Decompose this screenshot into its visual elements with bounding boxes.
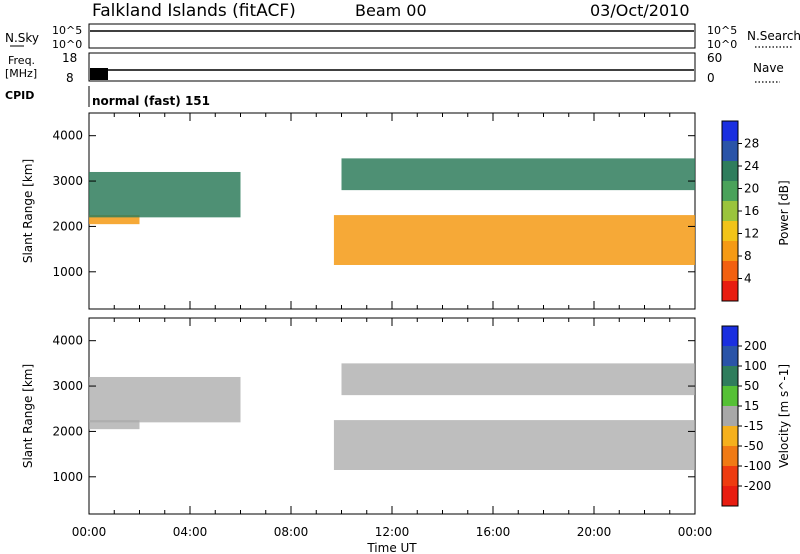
power-colorbar: 28 24 20 16 12 8 4 — [721, 120, 759, 302]
x-tick-label: 00:00 — [72, 525, 107, 539]
colorbar-swatch — [722, 121, 738, 142]
colorbar-swatch — [722, 241, 738, 262]
colorbar-tick-label: 12 — [744, 227, 759, 241]
station-title: Falkland Islands (fitACF) — [92, 1, 296, 21]
y-tick-label: 1000 — [52, 265, 83, 279]
colorbar-swatch — [722, 281, 738, 302]
colorbar-tick-label: 16 — [744, 204, 759, 218]
colorbar-tick-label: 15 — [744, 399, 759, 413]
x-tick-label: 00:00 — [678, 525, 713, 539]
colorbar-swatch — [722, 201, 738, 222]
power-echo-region — [333, 215, 695, 265]
freq-early-block — [90, 68, 108, 80]
colorbar-tick-label: 28 — [744, 137, 759, 151]
colorbar-swatch — [722, 386, 738, 407]
power-panel: 4000 3000 2000 1000 Slant Range [km] 28 24 20… — [21, 112, 791, 310]
power-ylabel: Slant Range [km] — [21, 159, 35, 263]
y-tick-label: 4000 — [52, 334, 83, 348]
velocity-ylabel: Slant Range [km] — [21, 364, 35, 468]
y-tick-label: 3000 — [52, 379, 83, 393]
velocity-x-ticks: 00:00 04:00 08:00 12:00 16:00 20:00 00:00 — [72, 525, 713, 539]
power-echo-region — [89, 215, 140, 225]
nave-tick-top: 60 — [707, 51, 722, 65]
colorbar-swatch — [722, 141, 738, 162]
velocity-y-ticks: 4000 3000 2000 1000 — [52, 318, 696, 514]
nsearch-tick-bottom: 10^0 — [707, 38, 737, 51]
colorbar-tick-label: 4 — [744, 272, 752, 286]
y-tick-label: 3000 — [52, 174, 83, 188]
x-tick-label: 12:00 — [375, 525, 410, 539]
colorbar-tick-label: 8 — [744, 249, 752, 263]
colorbar-swatch — [722, 326, 738, 347]
colorbar-tick-label: -50 — [744, 439, 764, 453]
colorbar-swatch — [722, 426, 738, 447]
colorbar-swatch — [722, 446, 738, 467]
date-label: 03/Oct/2010 — [590, 1, 690, 20]
colorbar-swatch — [722, 181, 738, 202]
colorbar-tick-label: 200 — [744, 339, 767, 353]
colorbar-frame — [721, 325, 739, 507]
power-echo-regions — [89, 158, 695, 265]
x-tick-label: 20:00 — [577, 525, 612, 539]
nsky-tick-bottom: 10^0 — [52, 38, 82, 51]
nsearch-label: N.Search — [747, 29, 800, 43]
freq-panel: Freq. [MHz] 18 8 60 0 Nave — [5, 51, 784, 85]
colorbar-swatch — [722, 486, 738, 507]
power-echo-region — [341, 158, 695, 191]
colorbar-swatch — [722, 406, 738, 427]
freq-label-1: Freq. — [8, 54, 35, 67]
velocity-echo-region — [89, 420, 140, 430]
y-tick-label: 1000 — [52, 470, 83, 484]
time-axis-label: Time UT — [366, 541, 417, 554]
colorbar-tick-label: -200 — [744, 479, 771, 493]
beam-label: Beam 00 — [355, 1, 427, 20]
colorbar-swatch — [722, 466, 738, 487]
colorbar-swatch — [722, 346, 738, 367]
velocity-echo-region — [341, 363, 695, 396]
velocity-echo-region — [333, 420, 695, 470]
velocity-colorbar: 200 100 50 15 -15 -50 -100 -200 — [721, 325, 771, 507]
freq-tick-bottom: 8 — [66, 71, 74, 85]
x-tick-label: 04:00 — [173, 525, 208, 539]
power-y-ticks: 4000 3000 2000 1000 — [52, 113, 696, 309]
nave-tick-bottom: 0 — [707, 71, 715, 85]
y-tick-label: 2000 — [52, 219, 83, 233]
nsky-label: N.Sky — [5, 31, 39, 45]
nsky-tick-top: 10^5 — [52, 24, 82, 37]
colorbar-tick-label: 20 — [744, 182, 759, 196]
velocity-echo-regions — [89, 363, 695, 470]
colorbar-tick-label: 50 — [744, 379, 759, 393]
freq-label-2: [MHz] — [5, 67, 37, 80]
colorbar-tick-label: -15 — [744, 419, 764, 433]
velocity-echo-region — [89, 376, 241, 423]
velocity-colorbar-label: Velocity [m s^-1] — [777, 364, 791, 468]
x-tick-label: 08:00 — [274, 525, 309, 539]
colorbar-tick-label: 100 — [744, 359, 767, 373]
freq-tick-top: 18 — [62, 51, 77, 65]
colorbar-swatch — [722, 366, 738, 387]
power-echo-region — [89, 171, 241, 218]
colorbar-swatch — [722, 221, 738, 242]
nave-label: Nave — [753, 61, 784, 75]
nsearch-tick-top: 10^5 — [707, 24, 737, 37]
y-tick-label: 4000 — [52, 129, 83, 143]
nsky-panel: N.Sky 10^5 10^0 10^5 10^0 N.Search — [5, 23, 800, 51]
colorbar-swatch — [722, 161, 738, 182]
colorbar-tick-label: 24 — [744, 159, 759, 173]
colorbar-tick-label: -100 — [744, 459, 771, 473]
colorbar-swatch — [722, 261, 738, 282]
power-colorbar-label: Power [dB] — [777, 180, 791, 245]
velocity-panel: 4000 3000 2000 1000 Slant Range [km] 200 100… — [21, 317, 791, 554]
x-tick-label: 16:00 — [476, 525, 511, 539]
cpid-value: normal (fast) 151 — [92, 94, 210, 108]
cpid-label: CPID — [5, 89, 34, 102]
y-tick-label: 2000 — [52, 424, 83, 438]
